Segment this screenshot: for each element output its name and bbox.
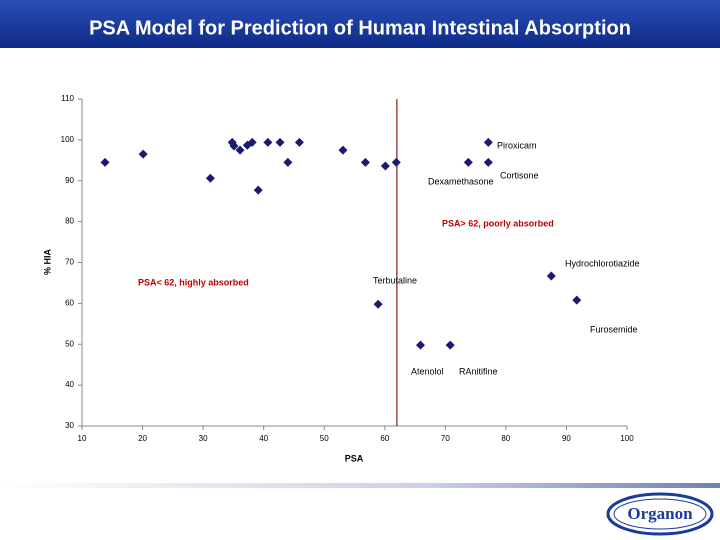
annotation: Cortisone: [500, 170, 539, 180]
logo: Organon: [627, 504, 693, 523]
point: [416, 340, 426, 350]
point: [338, 145, 348, 155]
point: [360, 157, 370, 167]
annotation: Hydrochlorotiazide: [565, 258, 640, 268]
x-tick-label: 50: [320, 434, 329, 443]
x-tick-label: 40: [259, 434, 268, 443]
point: [463, 157, 473, 167]
footer-bar: [0, 483, 720, 488]
annotation: Furosemide: [590, 324, 638, 334]
y-tick-label: 40: [65, 380, 74, 389]
x-tick-label: 10: [78, 434, 87, 443]
annotation: Atenolol: [411, 366, 444, 376]
point: [263, 137, 273, 147]
y-tick-label: 70: [65, 258, 74, 267]
point: [391, 157, 401, 167]
x-tick-label: 30: [199, 434, 208, 443]
point: [275, 137, 285, 147]
point: [546, 271, 556, 281]
y-tick-label: 80: [65, 217, 74, 226]
y-tick-label: 30: [65, 421, 74, 430]
x-tick-label: 80: [501, 434, 510, 443]
y-tick-label: 100: [61, 135, 75, 144]
annotation: PSA< 62, highly absorbed: [138, 277, 249, 287]
point: [100, 157, 110, 167]
point: [283, 157, 293, 167]
y-axis-label: % HIA: [42, 249, 52, 276]
logo-oval: [606, 492, 714, 536]
logo-inner: [613, 498, 707, 530]
header-bar: [0, 0, 720, 48]
y-tick-label: 50: [65, 339, 74, 348]
point: [483, 157, 493, 167]
y-tick-label: 60: [65, 298, 74, 307]
x-tick-label: 90: [562, 434, 571, 443]
x-tick-label: 100: [620, 434, 634, 443]
point: [294, 137, 304, 147]
point: [247, 137, 257, 147]
annotation: Piroxicam: [497, 140, 537, 150]
point: [445, 340, 455, 350]
x-tick-label: 70: [441, 434, 450, 443]
annotation: RAnitifine: [459, 366, 498, 376]
point: [373, 299, 383, 309]
point: [205, 173, 215, 183]
annotation: Terbutaline: [373, 275, 417, 285]
chart-title: PSA Model for Prediction of Human Intest…: [89, 17, 631, 39]
y-tick-label: 110: [61, 94, 74, 103]
x-tick-label: 60: [380, 434, 389, 443]
point: [253, 185, 263, 195]
x-tick-label: 20: [138, 434, 147, 443]
point: [380, 161, 390, 171]
point: [229, 141, 239, 151]
point: [138, 149, 148, 159]
point: [235, 145, 245, 155]
point: [483, 137, 493, 147]
x-axis-label: PSA: [345, 453, 364, 463]
y-tick-label: 90: [65, 176, 74, 185]
annotation: PSA> 62, poorly absorbed: [442, 218, 554, 228]
annotation: Dexamethasone: [428, 176, 494, 186]
point: [572, 295, 582, 305]
